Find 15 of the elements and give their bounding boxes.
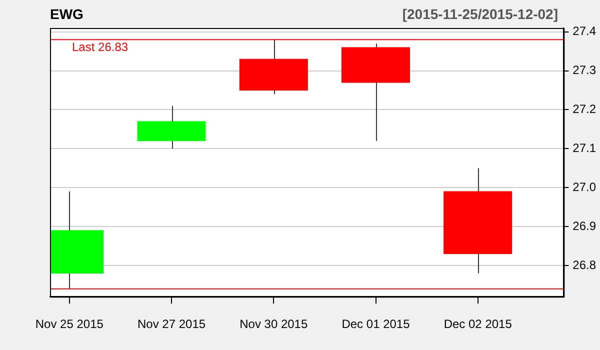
y-tick-label: 27.1 <box>572 140 596 155</box>
chart-subtitle: [2015-11-25/2015-12-02] <box>402 6 558 22</box>
y-tick-label: 26.8 <box>572 258 596 272</box>
x-tick-label: Dec 01 2015 <box>342 317 410 332</box>
y-tick-label: 27.2 <box>572 102 596 116</box>
y-tick-label: 26.9 <box>572 218 596 233</box>
annotation: Last 26.83 <box>72 40 128 54</box>
y-tick-label: 27.0 <box>572 180 596 194</box>
x-tick-label: Nov 27 2015 <box>137 317 206 332</box>
x-tick-label: Nov 25 2015 <box>35 317 104 332</box>
x-tick-label: Nov 30 2015 <box>240 317 308 332</box>
chart-title: EWG <box>50 6 84 22</box>
y-tick-label: 27.3 <box>572 63 596 78</box>
x-tick-label: Dec 02 2015 <box>444 317 512 332</box>
y-tick-label: 27.4 <box>572 24 596 38</box>
